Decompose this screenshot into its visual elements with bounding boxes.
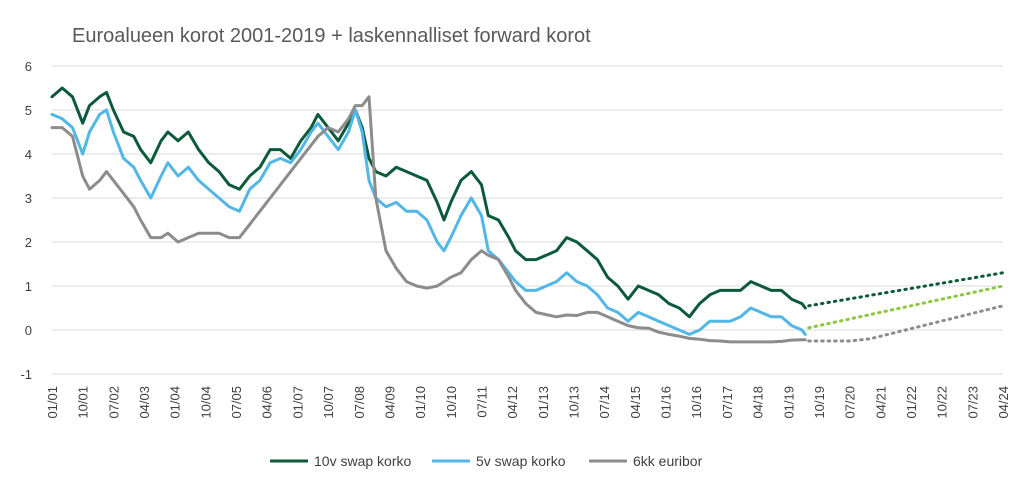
x-tick-label: 01/10 (413, 386, 428, 419)
x-tick-label: 04/03 (137, 386, 152, 419)
x-tick-label: 10/13 (567, 386, 582, 419)
forward-line-2 (807, 284, 1005, 330)
x-tick-label: 07/20 (843, 386, 858, 419)
y-tick-label: 3 (25, 191, 32, 206)
forward-line-1 (807, 271, 1005, 308)
x-tick-label: 01/16 (659, 386, 674, 419)
x-tick-label: 07/11 (474, 386, 489, 418)
grid-lines (52, 65, 1003, 375)
x-tick-label: 04/18 (751, 386, 766, 419)
forward-lines (807, 271, 1005, 343)
y-axis-ticks: 6 5 4 3 2 1 0 -1 (20, 59, 32, 382)
x-tick-label: 01/19 (781, 386, 796, 419)
x-tick-label: 04/15 (628, 386, 643, 419)
y-tick-label: 1 (25, 279, 32, 294)
legend-label-1: 10v swap korko (314, 453, 411, 469)
y-tick-label: -1 (20, 367, 32, 382)
x-tick-label: 07/14 (597, 386, 612, 419)
x-tick-label: 10/04 (198, 386, 213, 419)
x-tick-label: 04/09 (382, 386, 397, 419)
x-tick-label: 10/01 (76, 386, 91, 419)
x-tick-label: 01/13 (536, 386, 551, 419)
legend: 10v swap korko 5v swap korko 6kk euribor (270, 453, 703, 469)
x-tick-label: 07/02 (106, 386, 121, 419)
x-tick-label: 10/19 (812, 386, 827, 419)
x-tick-label: 04/24 (996, 386, 1011, 419)
x-tick-label: 10/22 (935, 386, 950, 419)
series-line-1 (50, 86, 807, 319)
x-tick-label: 01/22 (904, 386, 919, 419)
y-tick-label: 6 (25, 59, 32, 74)
y-tick-label: 5 (25, 103, 32, 118)
y-tick-label: 2 (25, 235, 32, 250)
x-tick-label: 01/07 (290, 386, 305, 419)
x-axis-ticks: 01/01 10/01 07/02 04/03 01/04 10/04 07/05 04/06… (45, 386, 1011, 419)
series-line-3 (50, 95, 807, 344)
legend-label-2: 5v swap korko (476, 453, 566, 469)
x-tick-label: 01/01 (45, 386, 60, 419)
x-tick-label: 10/10 (444, 386, 459, 419)
series-lines (50, 86, 807, 344)
x-tick-label: 07/17 (720, 386, 735, 419)
x-tick-label: 07/23 (965, 386, 980, 419)
x-tick-label: 10/16 (689, 386, 704, 419)
chart-title: Euroalueen korot 2001-2019 + laskennalli… (72, 25, 591, 47)
forward-line-3 (807, 304, 1005, 343)
legend-label-3: 6kk euribor (633, 453, 703, 469)
y-tick-label: 0 (25, 323, 32, 338)
x-tick-label: 01/04 (168, 386, 183, 419)
x-tick-label: 07/08 (352, 386, 367, 419)
y-tick-label: 4 (25, 147, 32, 162)
x-tick-label: 04/06 (260, 386, 275, 419)
x-tick-label: 07/05 (229, 386, 244, 419)
x-tick-label: 04/21 (873, 386, 888, 419)
x-tick-label: 04/12 (505, 386, 520, 419)
x-tick-label: 10/07 (321, 386, 336, 419)
series-line-2 (50, 108, 807, 336)
